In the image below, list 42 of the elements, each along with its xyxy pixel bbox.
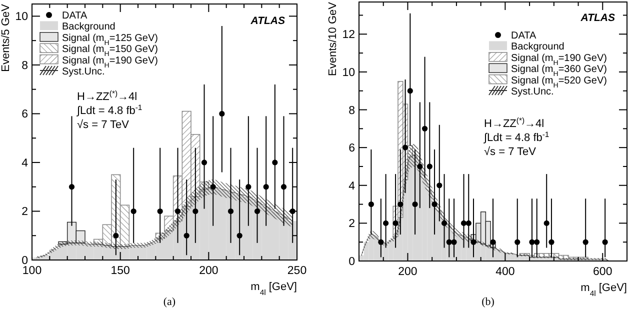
legend-label: Signal (m$_{H}$=520 GeV) xyxy=(511,75,607,89)
y-tick-label: 2 xyxy=(22,206,28,218)
annotation: ATLAS xyxy=(250,15,285,27)
legend-label: Signal (m$_{H}$=190 GeV) xyxy=(62,55,158,69)
legend-label: DATA xyxy=(62,10,88,22)
legend-label: Background xyxy=(62,22,116,33)
x-axis-title: m$_{4l}$ [GeV] xyxy=(580,282,627,298)
x-axis-title: m$_{4l}$ [GeV] xyxy=(250,281,297,296)
y-tick-label: 2 xyxy=(348,218,355,230)
y-tick-label: 8 xyxy=(22,60,28,72)
x-tick-label: 200 xyxy=(398,266,418,278)
annotation: √s = 7 TeV xyxy=(77,119,130,131)
y-tick-label: 0 xyxy=(22,255,28,267)
annotation: √s = 7 TeV xyxy=(484,146,537,158)
annotation: ∫Ldt = 4.8 fb$^{-1}$ xyxy=(76,102,142,117)
x-tick-label: 200 xyxy=(199,265,218,277)
y-tick-label: 0 xyxy=(348,256,355,268)
legend-label: Syst.Unc. xyxy=(511,86,554,98)
x-tick-label: 150 xyxy=(110,265,130,277)
x-tick-label: 100 xyxy=(22,265,42,277)
annotation: ∫Ldt = 4.8 fb$^{-1}$ xyxy=(483,130,550,144)
y-axis-title: Events/10 GeV xyxy=(327,1,339,76)
text: (a) xyxy=(163,296,176,308)
legend-label: DATA xyxy=(511,30,537,42)
y-tick-label: 8 xyxy=(348,104,355,117)
y-tick-label: 10 xyxy=(342,66,355,79)
x-tick-label: 250 xyxy=(287,265,307,277)
annotation: H→ZZ$^{(*)}$→4l xyxy=(484,116,544,130)
y-tick-label: 4 xyxy=(348,180,356,192)
legend-label: Syst.Unc. xyxy=(62,66,105,78)
x-tick-label: 600 xyxy=(593,266,612,278)
y-tick-label: 10 xyxy=(15,11,28,24)
annotation: ATLAS xyxy=(580,12,615,24)
annotation: H→ZZ$^{(*)}$→4l xyxy=(77,88,138,103)
y-tick-label: 4 xyxy=(22,157,29,170)
x-tick-label: 400 xyxy=(496,266,515,278)
legend-label: Background xyxy=(511,42,564,53)
y-tick-label: 12 xyxy=(342,29,355,42)
y-tick-label: 6 xyxy=(348,142,355,155)
y-tick-label: 6 xyxy=(22,108,28,121)
text: (b) xyxy=(482,296,495,308)
y-axis-title: Events/5 GeV xyxy=(0,3,12,72)
